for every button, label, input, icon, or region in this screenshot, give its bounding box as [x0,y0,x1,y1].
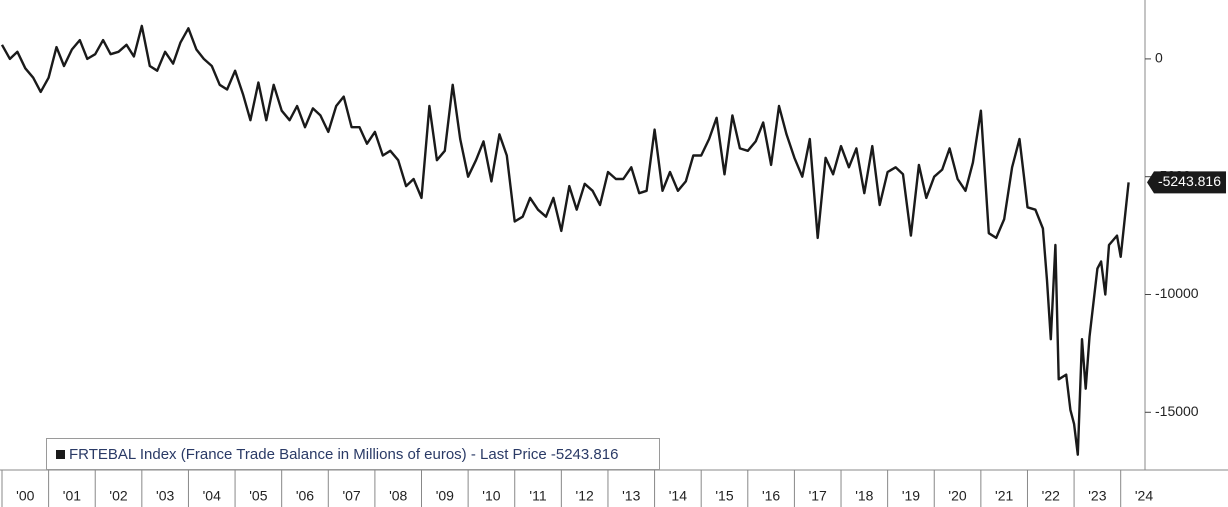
last-price-tag: -5243.816 [1147,171,1226,194]
line-series [0,24,1130,456]
x-tick-label: '04 [203,488,221,504]
x-tick-label: '08 [389,488,407,504]
last-price-box [1147,171,1226,194]
x-tick-label: '00 [16,488,34,504]
x-tick-label: '06 [296,488,314,504]
last-price-label: -5243.816 [1158,173,1221,189]
x-tick-label: '03 [156,488,174,504]
x-tick-label: '15 [715,488,733,504]
x-tick-label: '11 [529,488,546,504]
x-tick-label: '20 [948,488,966,504]
x-tick-label: '24 [1135,488,1153,504]
legend-box [46,438,660,470]
x-tick-label: '14 [669,488,687,504]
x-tick-label: '01 [63,488,81,504]
x-tick-label: '22 [1042,488,1060,504]
x-tick-label: '07 [342,488,360,504]
x-tick-label: '13 [622,488,640,504]
x-tick-label: '09 [436,488,454,504]
x-tick-label: '16 [762,488,780,504]
x-tick-label: '12 [576,488,594,504]
x-tick-label: '05 [249,488,267,504]
x-tick-label: '17 [809,488,827,504]
legend-swatch [56,450,65,459]
x-tick-label: '19 [902,488,920,504]
x-tick-label: '18 [855,488,873,504]
x-tick-label: '02 [109,488,127,504]
y-tick-label: 0 [1155,50,1163,66]
x-tick-label: '10 [482,488,500,504]
x-tick-label: '23 [1088,488,1106,504]
y-tick-label: -15000 [1155,403,1199,419]
y-tick-label: -10000 [1155,285,1199,301]
legend-label: FRTEBAL Index (France Trade Balance in M… [69,446,618,463]
legend: FRTEBAL Index (France Trade Balance in M… [46,438,660,470]
x-tick-label: '21 [995,488,1013,504]
